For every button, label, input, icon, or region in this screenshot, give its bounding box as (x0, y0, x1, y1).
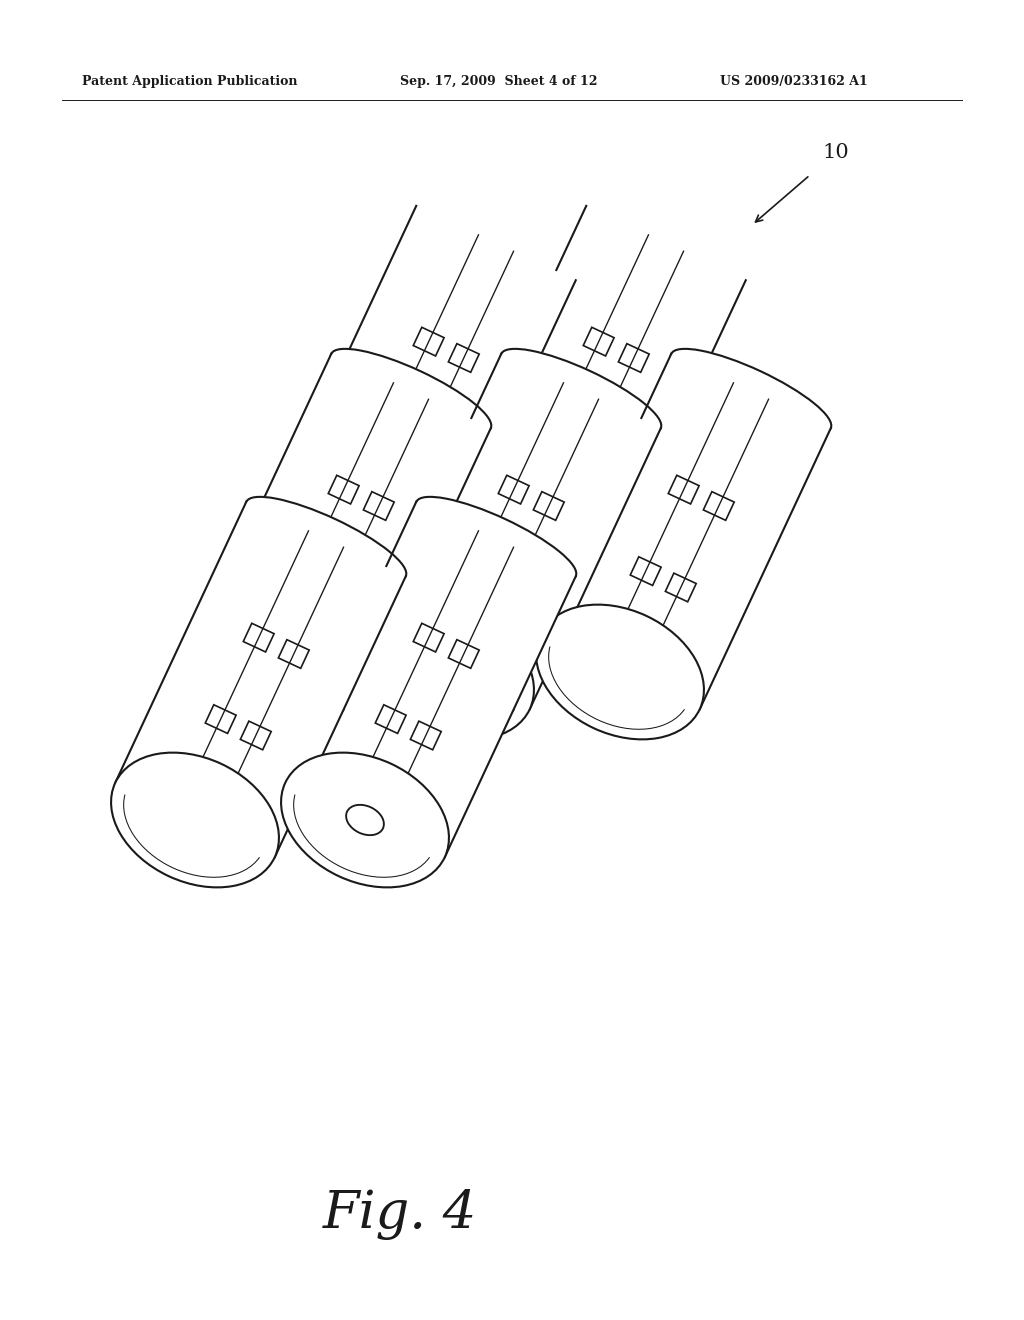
Text: 10: 10 (822, 143, 849, 161)
Text: 11: 11 (453, 776, 478, 795)
Polygon shape (371, 354, 660, 709)
Ellipse shape (501, 348, 662, 433)
Polygon shape (456, 206, 745, 561)
Polygon shape (286, 206, 575, 561)
Text: Patent Application Publication: Patent Application Publication (82, 75, 298, 88)
Polygon shape (286, 502, 575, 857)
Ellipse shape (331, 348, 492, 433)
Text: Fig. 4: Fig. 4 (323, 1189, 477, 1241)
Ellipse shape (246, 496, 407, 581)
Ellipse shape (671, 348, 831, 433)
Polygon shape (541, 354, 830, 709)
Ellipse shape (281, 457, 449, 591)
Ellipse shape (451, 457, 618, 591)
Ellipse shape (111, 752, 279, 887)
Polygon shape (201, 354, 490, 709)
Ellipse shape (366, 605, 534, 739)
Polygon shape (116, 502, 406, 857)
Ellipse shape (416, 496, 577, 581)
Ellipse shape (281, 752, 449, 887)
Text: US 2009/0233162 A1: US 2009/0233162 A1 (720, 75, 867, 88)
Ellipse shape (536, 605, 703, 739)
Ellipse shape (196, 605, 364, 739)
Text: Sep. 17, 2009  Sheet 4 of 12: Sep. 17, 2009 Sheet 4 of 12 (400, 75, 597, 88)
